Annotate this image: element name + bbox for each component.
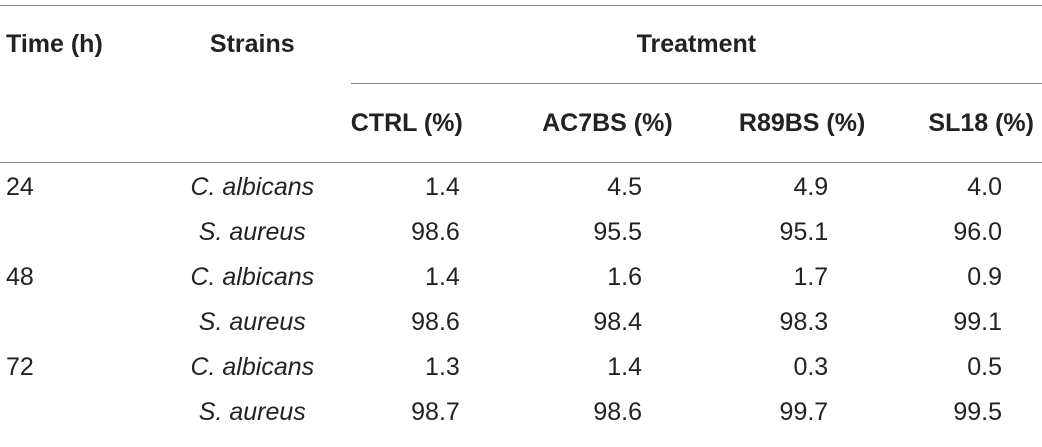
cell-strain: C. albicans [190, 263, 315, 291]
cell-strain: C. albicans [190, 173, 315, 201]
data-table: Time (h) Strains Treatment CTRL (%) AC7B… [0, 5, 1042, 435]
cell-ctrl: 98.6 [411, 218, 460, 246]
table-row: 72 C. albicans 1.3 1.4 0.3 0.5 [0, 345, 1042, 390]
cell-sl18: 99.1 [953, 308, 1002, 336]
cell-strain: C. albicans [190, 353, 315, 381]
table-row: 24 C. albicans 1.4 4.5 4.9 4.0 [0, 163, 1042, 211]
cell-strain: S. aureus [198, 308, 306, 336]
cell-ctrl: 98.6 [411, 308, 460, 336]
cell-time: 24 [6, 173, 34, 201]
header-strains: Strains [209, 30, 295, 59]
header-ac7bs: AC7BS (%) [542, 108, 673, 137]
cell-r89bs: 95.1 [779, 218, 829, 246]
cell-ac7bs: 98.4 [593, 308, 642, 336]
cell-ac7bs: 95.5 [593, 218, 642, 246]
table-row: S. aureus 98.7 98.6 99.7 99.5 [0, 390, 1042, 435]
header-treatment: Treatment [350, 5, 1042, 84]
cell-time [0, 210, 154, 255]
cell-time [0, 300, 154, 345]
header-row-1: Time (h) Strains Treatment [0, 5, 1042, 84]
header-time: Time (h) [6, 30, 103, 59]
cell-sl18: 0.5 [967, 353, 1002, 381]
cell-sl18: 99.5 [953, 398, 1002, 426]
header-time-spacer [0, 84, 154, 163]
cell-r89bs: 0.3 [793, 353, 829, 381]
table-row: S. aureus 98.6 95.5 95.1 96.0 [0, 210, 1042, 255]
table-row: 48 C. albicans 1.4 1.6 1.7 0.9 [0, 255, 1042, 300]
cell-strain: S. aureus [198, 398, 306, 426]
cell-time: 48 [6, 263, 34, 291]
cell-r89bs: 99.7 [779, 398, 829, 426]
cell-sl18: 96.0 [953, 218, 1002, 246]
cell-r89bs: 1.7 [793, 263, 829, 291]
cell-ac7bs: 98.6 [593, 398, 642, 426]
cell-time [0, 390, 154, 435]
cell-strain: S. aureus [198, 218, 306, 246]
cell-r89bs: 4.9 [793, 173, 829, 201]
cell-ac7bs: 1.4 [607, 353, 642, 381]
cell-ctrl: 1.4 [425, 263, 460, 291]
cell-r89bs: 98.3 [779, 308, 829, 336]
header-r89bs: R89BS (%) [738, 108, 866, 137]
cell-ctrl: 1.3 [425, 353, 460, 381]
cell-time: 72 [6, 353, 34, 381]
cell-sl18: 4.0 [967, 173, 1002, 201]
cell-ac7bs: 1.6 [607, 263, 642, 291]
table-row: S. aureus 98.6 98.4 98.3 99.1 [0, 300, 1042, 345]
cell-sl18: 0.9 [967, 263, 1002, 291]
cell-ac7bs: 4.5 [607, 173, 642, 201]
header-sl18: SL18 (%) [928, 108, 1034, 137]
cell-ctrl: 1.4 [425, 173, 460, 201]
header-strains-spacer [154, 84, 351, 163]
table-body: 24 C. albicans 1.4 4.5 4.9 4.0 S. aureus 98.6 95… [0, 163, 1042, 436]
cell-ctrl: 98.7 [411, 398, 460, 426]
header-ctrl: CTRL (%) [350, 108, 463, 137]
header-row-2: CTRL (%) AC7BS (%) R89BS (%) SL18 (%) [0, 84, 1042, 163]
